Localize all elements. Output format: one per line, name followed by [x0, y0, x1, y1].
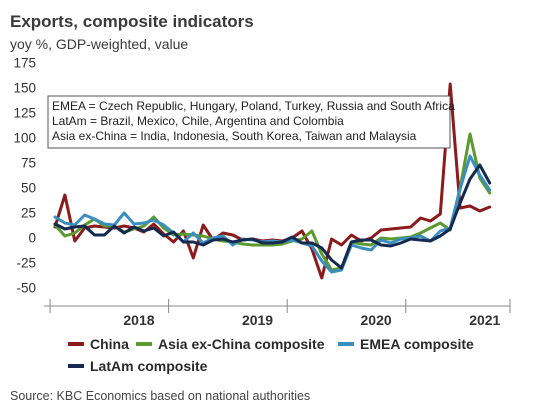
legend: China Asia ex-China composite EMEA compo…	[68, 336, 474, 374]
x-axis: 2018 2019 2020 2021	[44, 299, 511, 328]
chart-subtitle: yoy %, GDP-weighted, value	[10, 36, 188, 52]
source-note: Source: KBC Economics based on national …	[10, 389, 310, 403]
legend-label-asia-ex-china: Asia ex-China composite	[158, 336, 325, 352]
y-tick-label: 175	[13, 56, 36, 71]
x-tick-label: 2019	[242, 312, 273, 328]
series-lines	[53, 82, 492, 280]
legend-item-asia-ex-china: Asia ex-China composite	[136, 336, 325, 352]
annotation-line-latam: LatAm = Brazil, Mexico, Chile, Argentina…	[52, 114, 344, 128]
y-tick-label: 100	[13, 131, 36, 146]
y-axis: -50 -25 0 25 50 75 100 125 150 175	[13, 56, 36, 296]
annotation-line-emea: EMEA = Czech Republic, Hungary, Poland, …	[52, 99, 455, 113]
series-line-latam-composite	[53, 163, 492, 270]
legend-label-china: China	[90, 336, 129, 352]
legend-item-latam: LatAm composite	[68, 358, 208, 374]
chart-title: Exports, composite indicators	[10, 12, 254, 31]
y-tick-label: 0	[28, 231, 36, 246]
legend-label-emea: EMEA composite	[360, 336, 474, 352]
legend-item-emea: EMEA composite	[338, 336, 474, 352]
series-line-emea-composite	[53, 154, 492, 274]
y-tick-label: 75	[21, 156, 36, 171]
annotation-frame	[47, 95, 451, 149]
annotation-box: EMEA = Czech Republic, Hungary, Poland, …	[47, 95, 455, 149]
legend-label-latam: LatAm composite	[90, 358, 208, 374]
x-tick-label: 2018	[123, 312, 154, 328]
annotation-line-asia: Asia ex-China = India, Indonesia, South …	[52, 129, 417, 143]
legend-item-china: China	[68, 336, 129, 352]
x-tick-label: 2021	[469, 312, 500, 328]
y-tick-label: -50	[16, 281, 36, 296]
y-tick-label: 50	[21, 181, 36, 196]
series-line-asia-ex-china-composite	[53, 132, 492, 272]
y-tick-label: 125	[13, 106, 36, 121]
y-tick-label: -25	[16, 256, 36, 271]
y-tick-label: 150	[13, 81, 36, 96]
x-tick-label: 2020	[361, 312, 392, 328]
y-tick-label: 25	[21, 206, 36, 221]
